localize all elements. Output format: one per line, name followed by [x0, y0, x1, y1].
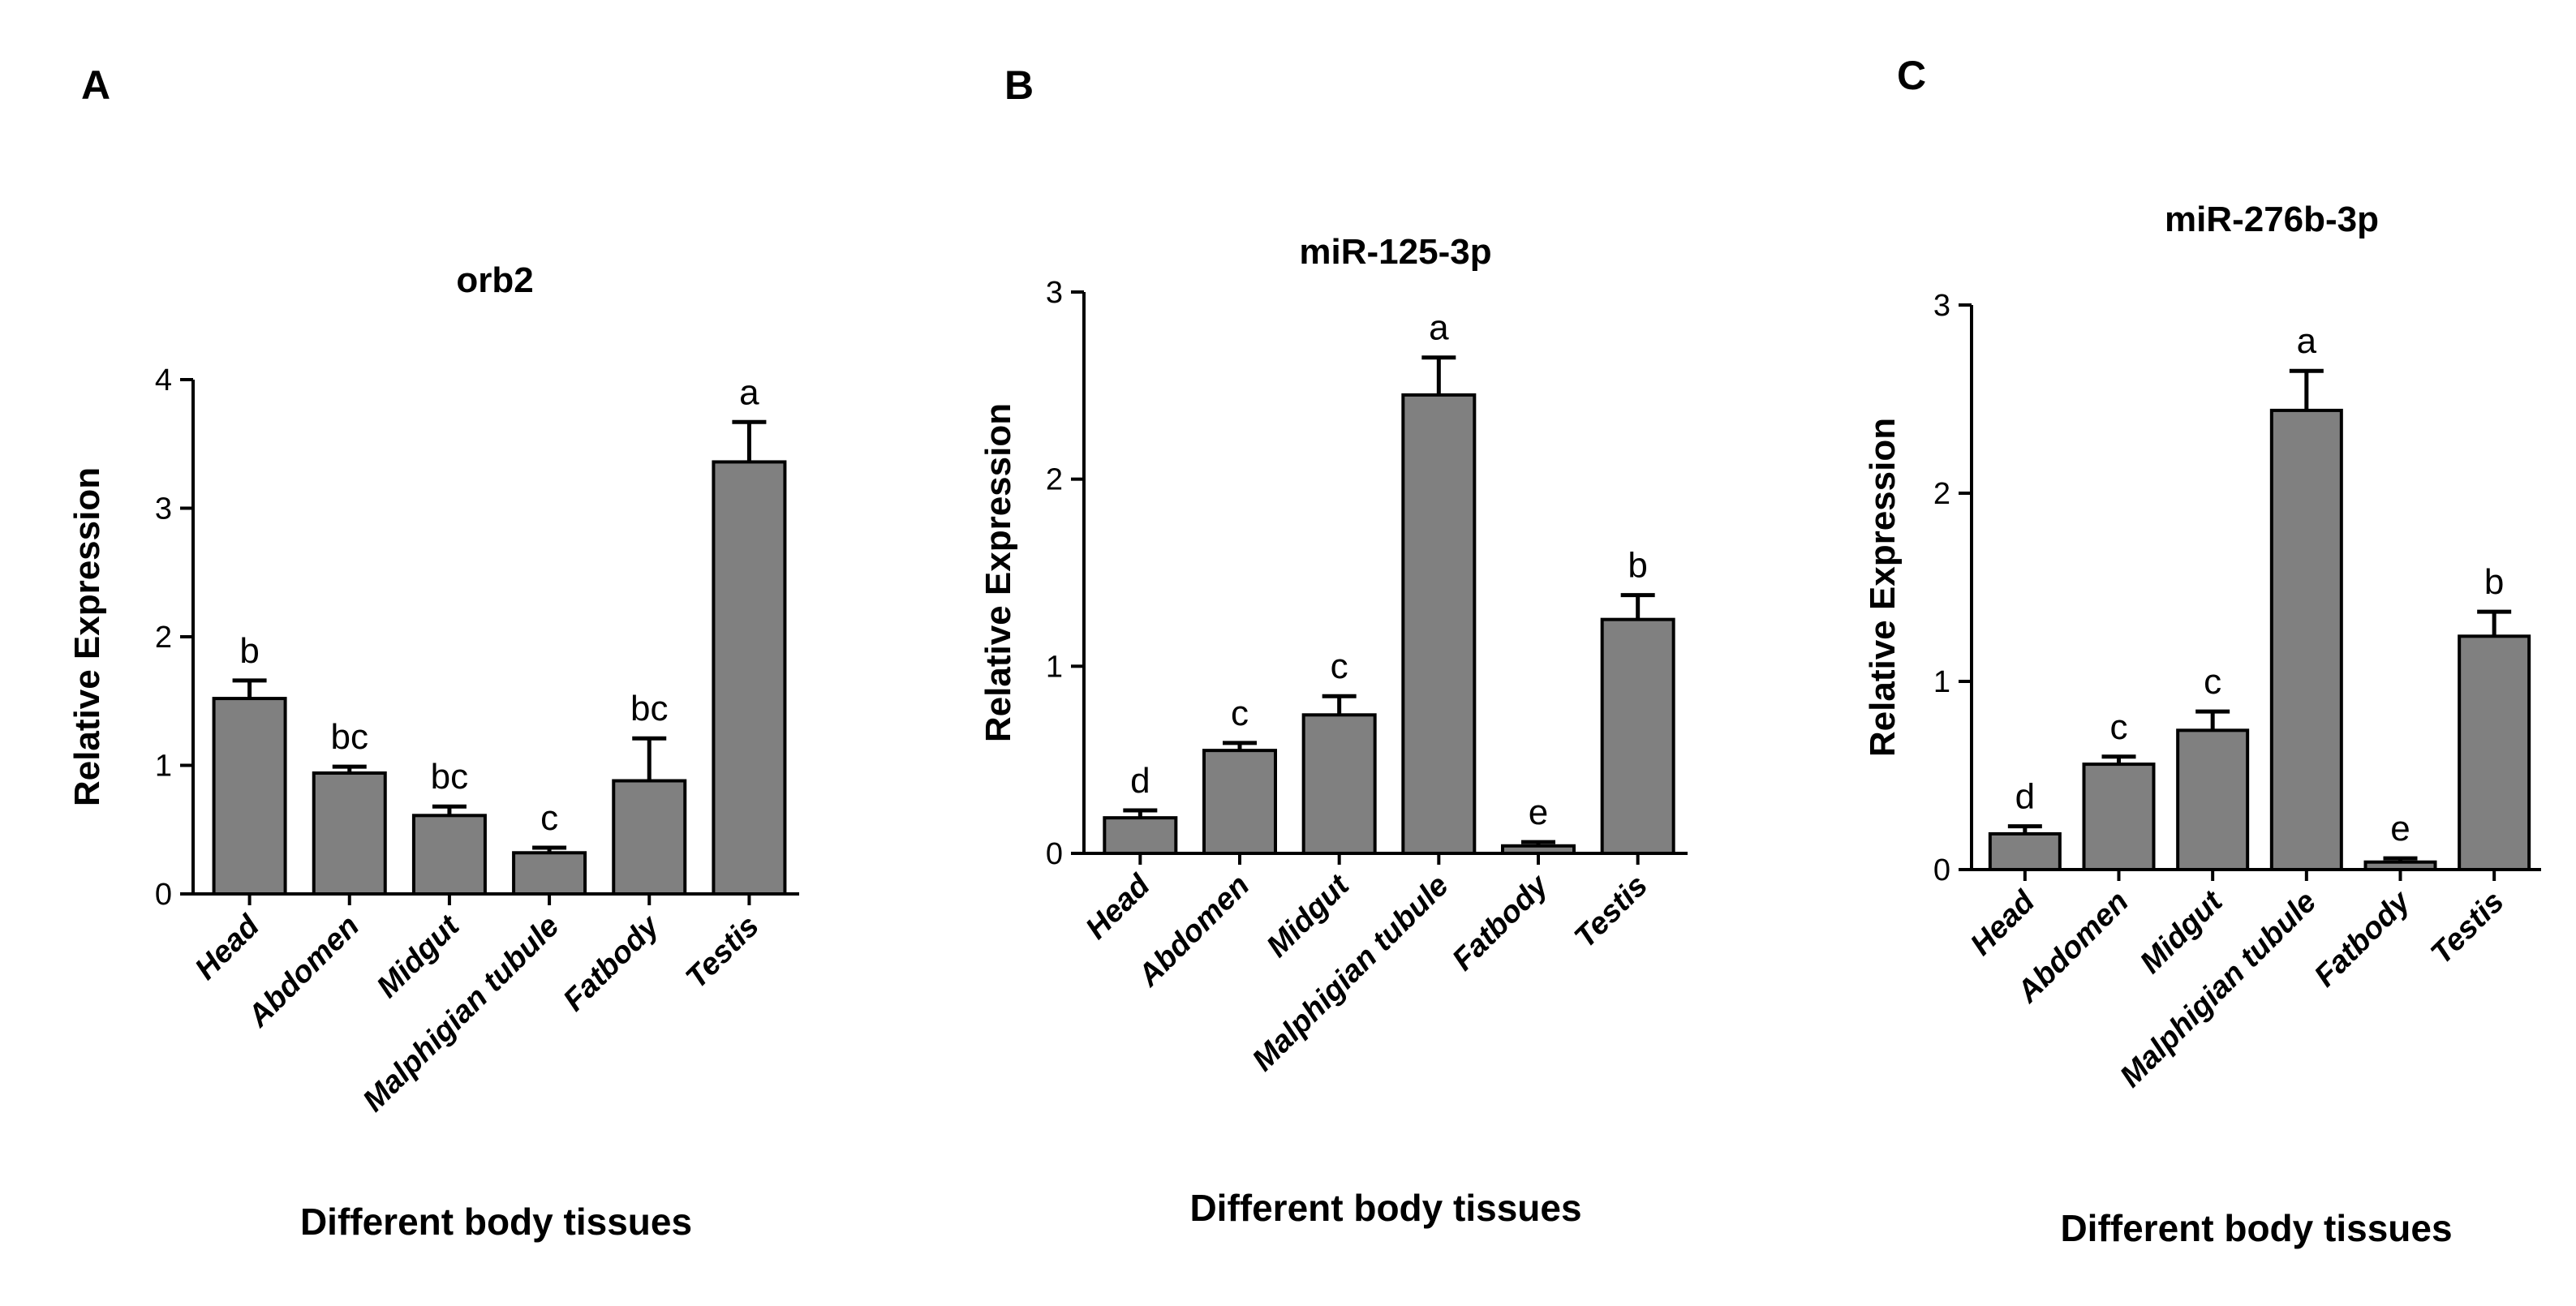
y-tick-label: 1 [155, 750, 172, 784]
chart-title: miR-276b-3p [2165, 200, 2379, 239]
y-tick-label: 2 [1046, 463, 1063, 497]
significance-label: bc [630, 689, 668, 728]
bar [512, 851, 587, 896]
x-tick-label: Testis [679, 909, 765, 995]
bar [312, 771, 387, 896]
x-tick-label: Head [1964, 884, 2042, 962]
x-tick-label: Malphigian tubule [356, 909, 566, 1119]
y-axis-label: Relative Expression [978, 403, 1018, 742]
bar [2458, 634, 2531, 871]
x-tick-label: Fatbody [1446, 867, 1556, 977]
chart-title: orb2 [456, 260, 533, 300]
y-tick-label: 3 [1933, 289, 1950, 323]
significance-label: a [739, 372, 759, 412]
x-tick-label: Midgut [2134, 884, 2230, 981]
bar [612, 779, 687, 896]
significance-label: b [2484, 562, 2504, 602]
significance-label: d [2015, 777, 2035, 817]
panel-letter: A [81, 62, 110, 108]
significance-label: bc [431, 757, 468, 797]
y-tick-label: 3 [1046, 276, 1063, 310]
y-tick-label: 0 [1933, 853, 1950, 887]
x-axis-label: Different body tissues [2060, 1207, 2452, 1249]
significance-label: e [1529, 793, 1548, 832]
y-tick-label: 0 [1046, 837, 1063, 871]
significance-label: a [2297, 321, 2317, 361]
x-axis-label: Different body tissues [300, 1201, 692, 1243]
x-tick-label: Fatbody [2308, 883, 2419, 994]
x-tick-label: Testis [1568, 869, 1654, 955]
bar [212, 697, 287, 896]
y-tick-label: 1 [1933, 665, 1950, 699]
significance-label: e [2390, 809, 2410, 848]
significance-label: c [2204, 662, 2221, 702]
bar [1988, 831, 2062, 872]
bar [2269, 408, 2343, 872]
bar [1202, 749, 1277, 856]
panel-letter: B [1004, 62, 1034, 108]
bar [1401, 393, 1477, 856]
bar [411, 814, 487, 896]
y-tick-label: 1 [1046, 650, 1063, 684]
significance-label: c [1231, 694, 1249, 733]
bar [1600, 617, 1675, 856]
y-tick-label: 0 [155, 878, 172, 912]
y-tick-label: 3 [155, 492, 172, 526]
x-tick-label: Head [189, 909, 267, 986]
y-axis-label: Relative Expression [1863, 418, 1903, 757]
x-tick-label: Testis [2424, 885, 2510, 971]
significance-label: c [1331, 647, 1348, 686]
significance-label: a [1429, 308, 1449, 348]
x-tick-label: Midgut [1260, 868, 1357, 964]
significance-label: bc [331, 717, 368, 757]
y-axis-label: Relative Expression [67, 467, 107, 806]
bar [2176, 728, 2250, 871]
significance-label: d [1130, 761, 1150, 801]
significance-label: b [239, 631, 259, 671]
panel-letter: C [1897, 53, 1926, 98]
bar [2082, 763, 2156, 872]
y-tick-label: 4 [155, 363, 172, 397]
x-tick-label: Malphigian tubule [1246, 869, 1456, 1078]
x-tick-label: Midgut [371, 909, 467, 1005]
significance-label: c [540, 798, 558, 838]
bar [712, 460, 787, 896]
y-tick-label: 2 [155, 621, 172, 655]
bar [1301, 713, 1377, 855]
bar [2363, 860, 2437, 871]
bar [1501, 844, 1576, 855]
bar [1103, 816, 1178, 856]
significance-label: b [1628, 546, 1647, 586]
chart-title: miR-125-3p [1299, 232, 1491, 272]
x-axis-label: Different body tissues [1189, 1187, 1581, 1229]
y-tick-label: 2 [1933, 477, 1950, 511]
x-tick-label: Fatbody [557, 908, 667, 1018]
significance-label: c [2110, 707, 2128, 747]
x-tick-label: Head [1079, 868, 1157, 946]
